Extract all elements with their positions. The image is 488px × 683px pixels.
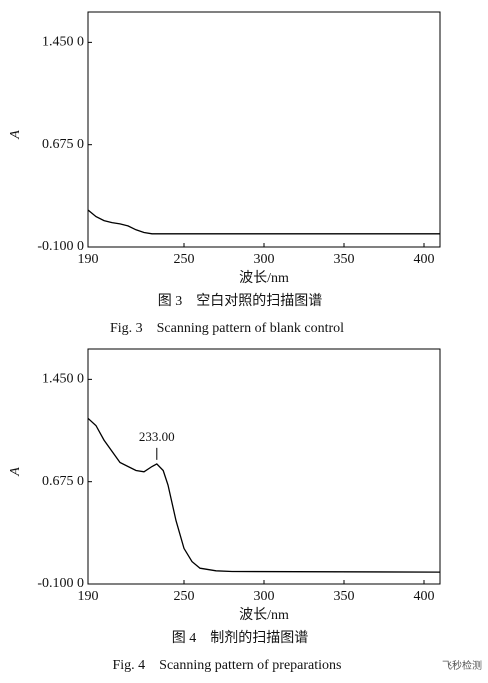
x-tick-label: 300: [254, 589, 275, 604]
spectrum-line: [87, 209, 440, 235]
x-tick-label: 190: [78, 252, 99, 267]
caption-cn: 图 4 制剂的扫描图谱: [172, 630, 309, 646]
y-axis-label: A: [8, 130, 23, 140]
x-axis-label: 波长/nm: [239, 607, 289, 623]
y-tick-label: -0.100 0: [37, 576, 84, 591]
caption-en: Fig. 3 Scanning pattern of blank control: [110, 321, 344, 336]
y-tick-label: 1.450 0: [42, 372, 84, 387]
x-tick-label: 300: [254, 252, 275, 267]
x-tick-label: 400: [414, 589, 435, 604]
x-axis-label: 波长/nm: [239, 270, 289, 286]
y-tick-label: 0.675 0: [42, 474, 84, 489]
peak-label: 233.00: [139, 429, 175, 444]
y-tick-label: 0.675 0: [42, 137, 84, 152]
x-tick-label: 350: [334, 589, 355, 604]
x-tick-label: 250: [174, 252, 195, 267]
plot-frame: [87, 348, 441, 585]
plot-frame: [87, 11, 441, 248]
y-axis-label: A: [8, 467, 23, 477]
watermark: 飞秒检测: [442, 659, 482, 672]
x-tick-label: 400: [414, 252, 435, 267]
x-tick-label: 250: [174, 589, 195, 604]
caption-en: Fig. 4 Scanning pattern of preparations: [112, 658, 341, 673]
x-tick-label: 190: [78, 589, 99, 604]
y-tick-label: -0.100 0: [37, 239, 84, 254]
y-tick-label: 1.450 0: [42, 35, 84, 50]
x-tick-label: 350: [334, 252, 355, 267]
spectrum-line: [87, 417, 441, 573]
caption-cn: 图 3 空白对照的扫描图谱: [158, 293, 323, 309]
